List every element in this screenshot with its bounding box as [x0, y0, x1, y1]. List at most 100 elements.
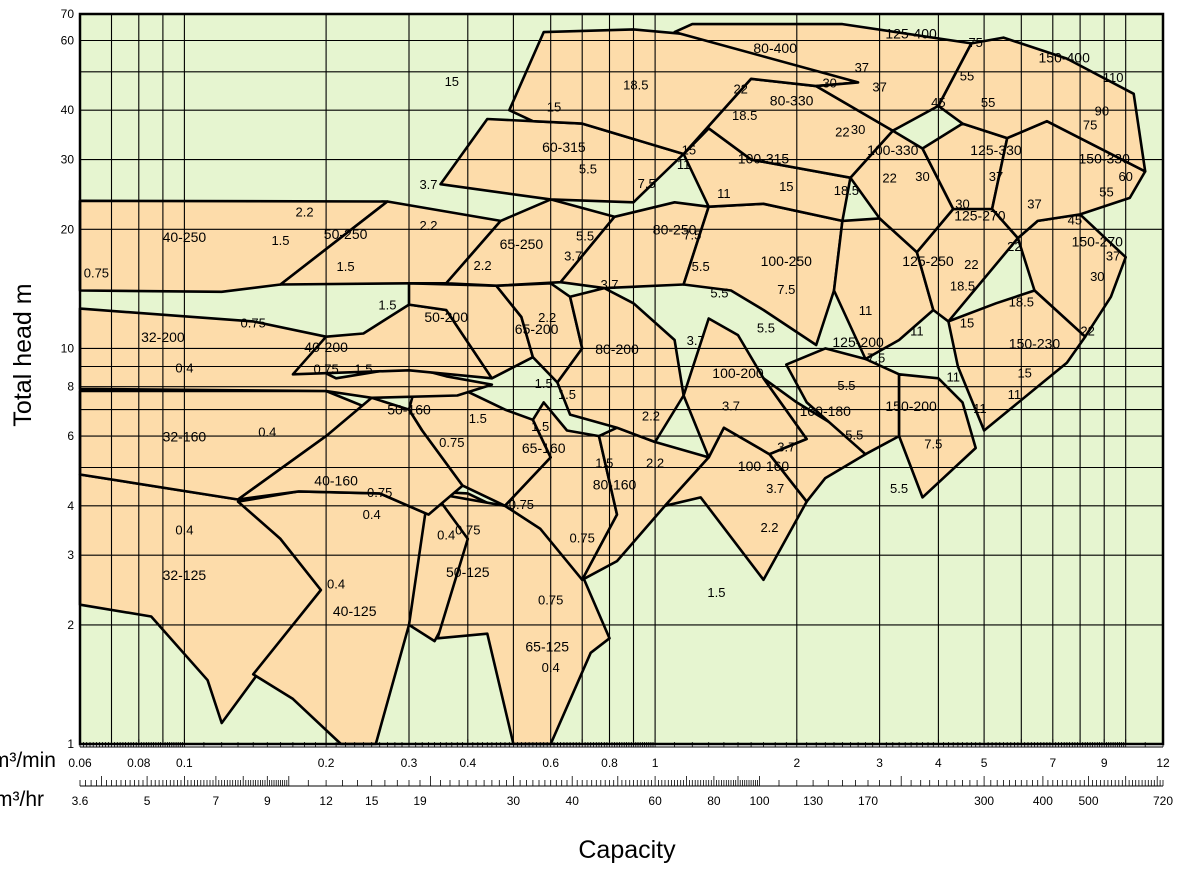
motor-kw-label: 22 [1007, 239, 1021, 254]
x-tick-label-m3hr: 300 [974, 794, 994, 808]
pump-model-label: 40-125 [333, 603, 377, 619]
x-tick-label-m3hr: 100 [749, 794, 769, 808]
motor-kw-label: 75 [968, 35, 982, 50]
motor-kw-label: 0.75 [570, 530, 595, 545]
motor-kw-label: 2.2 [538, 310, 556, 325]
x-tick-label-m3min: 1 [652, 756, 659, 770]
motor-kw-label: 5.5 [579, 162, 597, 177]
motor-kw-label: 11 [910, 323, 924, 338]
pump-model-labels: 32-125 40-125 50-125 65-125 32-160 40-160 50-1… [141, 26, 1130, 655]
x-tick-label-m3min: 0.6 [542, 756, 559, 770]
motor-kw-label: 15 [445, 74, 459, 89]
pump-region [947, 289, 1087, 432]
motor-kw-label: 7.5 [638, 176, 656, 191]
motor-kw-label: 37 [872, 79, 886, 94]
motor-kw-label: 11 [946, 370, 960, 385]
motor-kw-label: 5.5 [845, 428, 863, 443]
x-axis-m3min: 0.06 0.08 0.1 0.2 0.3 0.4 0.6 0.8 1 2 3 4 5 7 9 12 [68, 739, 1170, 770]
x-tick-label-m3min: 0.4 [459, 756, 476, 770]
x-tick-label-m3min: 4 [935, 756, 942, 770]
motor-kw-label: 22 [835, 125, 849, 140]
y-tick-label: 10 [61, 341, 75, 355]
x-tick-label-m3hr: 40 [566, 794, 580, 808]
y-tick-label: 40 [61, 103, 75, 117]
pump-model-label: 150-330 [1079, 150, 1131, 166]
motor-kw-label: 7.5 [683, 228, 701, 243]
motor-kw-label: 30 [822, 76, 836, 91]
pump-model-label: 150-400 [1039, 49, 1091, 65]
motor-kw-label: 15 [547, 99, 561, 114]
motor-kw-label: 37 [1106, 249, 1120, 264]
motor-kw-label: 15 [779, 179, 793, 194]
pump-model-label: 50-160 [387, 402, 431, 418]
motor-kw-label: 3.7 [722, 399, 740, 414]
x-tick-label-m3hr: 3.6 [72, 794, 89, 808]
motor-kw-label: 2.2 [760, 520, 778, 535]
x-tick-label-m3hr: 500 [1078, 794, 1098, 808]
motor-kw-label: 0.4 [258, 425, 276, 440]
y-tick-label: 6 [67, 429, 74, 443]
y-axis-ticks: 1 2 3 4 6 8 10 20 30 40 60 70 [61, 7, 75, 751]
pump-model-label: 80-400 [753, 40, 797, 56]
motor-kw-label: 37 [989, 169, 1003, 184]
motor-kw-label: 110 [1103, 70, 1124, 85]
motor-kw-label: 1.5 [378, 297, 396, 312]
x-tick-label-m3hr: 12 [319, 794, 333, 808]
pump-model-label: 50-250 [324, 226, 368, 242]
x-axis-title: Capacity [578, 836, 676, 864]
motor-kw-label: 37 [1027, 197, 1041, 212]
motor-kw-label: 2.2 [646, 456, 664, 471]
motor-kw-label: 3.7 [564, 249, 582, 264]
pump-model-label: 125-330 [970, 142, 1022, 158]
motor-kw-label: 7.5 [777, 282, 795, 297]
motor-kw-label: 3.7 [687, 333, 705, 348]
pump-model-label: 100-315 [738, 150, 790, 166]
motor-kw-label: 0.75 [367, 485, 392, 500]
motor-kw-label: 1.5 [271, 233, 289, 248]
x-tick-label-m3min: 0.06 [68, 756, 92, 770]
motor-kw-label: 5.5 [890, 481, 908, 496]
y-tick-label: 4 [67, 499, 74, 513]
motor-kw-label: 0.75 [84, 266, 109, 281]
y-tick-label: 60 [61, 34, 75, 48]
motor-kw-label: 55 [1099, 184, 1113, 199]
motor-kw-label: 45 [931, 95, 945, 110]
x-tick-label-m3hr: 170 [858, 794, 878, 808]
pump-model-label: 125-200 [832, 334, 884, 350]
pump-model-label: 32-200 [141, 329, 185, 345]
motor-kw-label: 5.5 [710, 286, 728, 301]
pump-model-label: 65-160 [522, 440, 566, 456]
motor-kw-label: 3.7 [777, 439, 795, 454]
pump-model-label: 40-200 [304, 339, 348, 355]
y-tick-label: 8 [67, 380, 74, 394]
motor-kw-label: 5.5 [576, 229, 594, 244]
x-tick-label-m3hr: 720 [1153, 794, 1173, 808]
motor-kw-label: 18.5 [834, 183, 859, 198]
pump-region [503, 401, 619, 582]
pump-model-label: 100-250 [761, 253, 813, 269]
motor-kw-label: 55 [960, 68, 974, 83]
motor-kw-label: 7.5 [924, 436, 942, 451]
motor-kw-label: 1.5 [558, 387, 576, 402]
x-tick-label-m3hr: 19 [413, 794, 427, 808]
motor-kw-labels: 0.40.40.40.40.40.40.40.750.750.750.750.7… [84, 35, 1133, 675]
x-tick-label-m3hr: 7 [213, 794, 220, 808]
motor-kw-label: 0.4 [175, 361, 193, 376]
pump-model-label: 32-125 [163, 567, 207, 583]
motor-kw-label: 2.2 [296, 204, 314, 219]
motor-kw-label: 0.75 [538, 592, 563, 607]
motor-kw-label: 11 [859, 303, 873, 318]
y-tick-label: 2 [67, 618, 74, 632]
pump-model-label: 100-160 [738, 458, 790, 474]
x-tick-label-m3hr: 130 [803, 794, 823, 808]
x-tick-label-m3min: 2 [793, 756, 800, 770]
y-tick-label: 20 [61, 222, 75, 236]
pump-model-label: 125-400 [885, 26, 937, 42]
pump-model-label: 100-330 [867, 142, 919, 158]
pump-model-label: 100-180 [800, 403, 852, 419]
motor-kw-label: 30 [1090, 269, 1104, 284]
pump-model-label: 150-230 [1009, 336, 1061, 352]
motor-kw-label: 45 [1068, 212, 1082, 227]
motor-kw-label: 60 [1118, 169, 1132, 184]
